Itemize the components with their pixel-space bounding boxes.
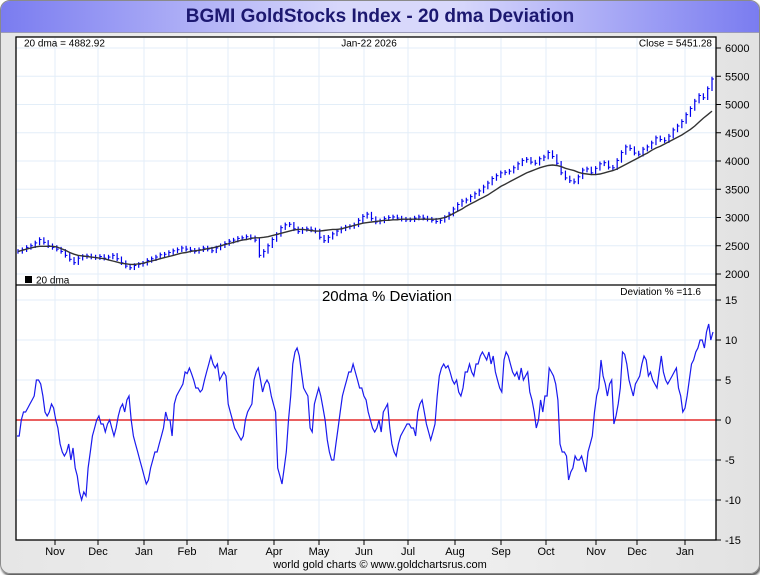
axes: 2000 2500 3000 3500 4000 4500 5000 5500 6000 -15 -… [45,43,749,558]
footer-credit: world gold charts © www.goldchartsrus.co… [273,559,487,571]
y-tick-label: 3500 [725,184,749,196]
y-tick-label: 4500 [725,128,749,140]
y-tick-label: 5500 [725,71,749,83]
date-label: Jan-22 2026 [341,39,397,50]
grid [16,38,716,539]
x-tick-label: Nov [586,546,606,558]
y-tick-label: -5 [725,455,735,467]
y-tick-label: 10 [725,335,737,347]
y-tick-label: 5000 [725,100,749,112]
y-tick-label: 2500 [725,241,749,253]
x-tick-label: Feb [178,546,197,558]
plot-border [15,36,717,541]
y-tick-label: 2000 [725,269,749,281]
y-tick-label: 5 [725,375,731,387]
y-tick-label: -10 [725,495,741,507]
x-tick-label: Nov [45,546,65,558]
price-panel [17,76,714,271]
y-tick-label: 3000 [725,213,749,225]
deviation-title: 20dma % Deviation [322,288,452,305]
dma-readout: 20 dma = 4882.92 [24,39,105,50]
x-tick-label: Jun [355,546,373,558]
deviation-readout: Deviation % =11.6 [620,287,701,298]
x-tick-label: May [309,546,330,558]
y-tick-label: 4000 [725,156,749,168]
dma-legend-swatch [25,276,32,283]
title-bar: BGMI GoldStocks Index - 20 dma Deviation [1,1,759,33]
x-tick-label: Aug [445,546,465,558]
x-tick-label: Jan [676,546,694,558]
x-tick-label: Sep [491,546,511,558]
x-tick-label: Mar [219,546,238,558]
plot-background [16,37,716,540]
x-tick-label: Jan [135,546,153,558]
dma-line [17,110,713,266]
y-tick-label: 0 [725,415,731,427]
deviation-panel [16,323,716,503]
close-readout: Close = 5451.28 [639,39,713,50]
y-tick-label: -15 [725,535,741,547]
dma-legend-label: 20 dma [36,276,70,287]
y-tick-label: 15 [725,295,737,307]
x-tick-label: Jul [401,546,415,558]
chart-title: BGMI GoldStocks Index - 20 dma Deviation [185,6,575,27]
y-tick-label: 6000 [725,43,749,55]
x-tick-label: Dec [88,546,108,558]
x-tick-label: Apr [265,546,282,558]
x-tick-label: Dec [627,546,647,558]
x-tick-label: Oct [537,546,554,558]
deviation-line [17,323,714,503]
